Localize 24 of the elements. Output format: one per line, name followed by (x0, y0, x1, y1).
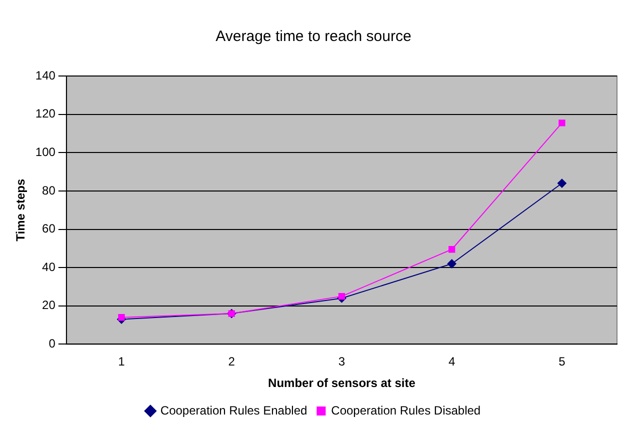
legend-label: Cooperation Rules Enabled (160, 403, 308, 418)
x-tick-label: 1 (118, 354, 126, 369)
point (557, 178, 566, 188)
x-axis-title: Number of sensors at site (268, 376, 416, 390)
y-tick-label: 140 (35, 68, 56, 82)
legend-label: Cooperation Rules Disabled (331, 403, 481, 418)
y-axis-title: Time steps (14, 178, 28, 242)
y-tick-label: 80 (42, 183, 56, 198)
chart-title: Average time to reach source (216, 28, 412, 46)
point (447, 259, 456, 268)
y-tick-label: 20 (42, 298, 56, 312)
x-tick-label: 3 (338, 354, 346, 369)
point (338, 292, 346, 300)
y-tick-label: 40 (42, 260, 56, 274)
y-tick-label: 0 (48, 336, 56, 351)
x-tick-label: 4 (448, 354, 456, 369)
y-tick-label: 60 (42, 222, 56, 236)
point (118, 314, 125, 321)
point (448, 246, 456, 253)
y-tick-label: 120 (35, 106, 56, 121)
y-tick-label: 100 (35, 144, 56, 159)
x-tick-label: 2 (228, 354, 236, 369)
x-tick-label: 5 (558, 354, 566, 369)
point (558, 120, 566, 126)
